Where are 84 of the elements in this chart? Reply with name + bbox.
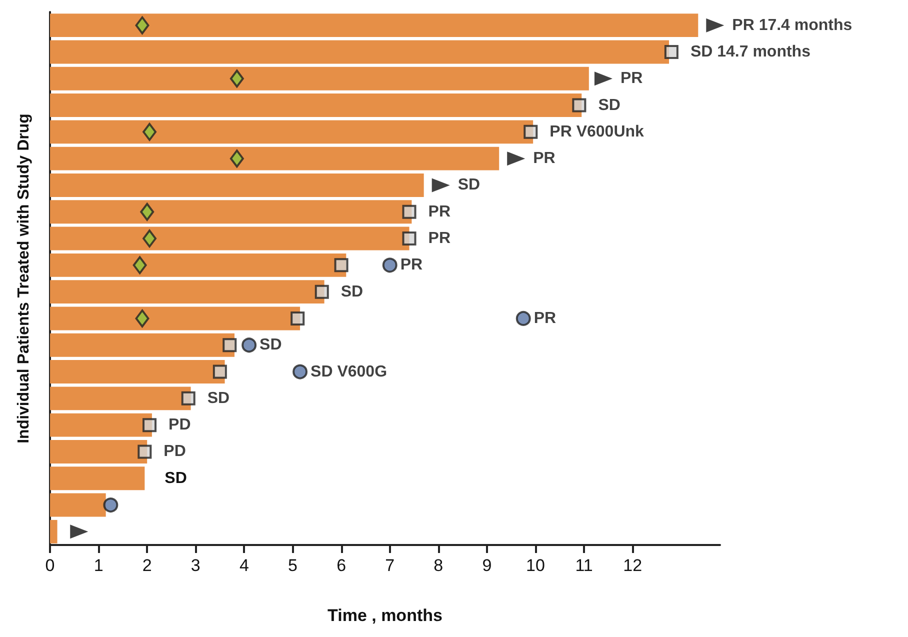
bar	[50, 146, 500, 170]
point	[140, 202, 154, 221]
point	[230, 70, 244, 88]
bar	[50, 66, 589, 90]
point	[135, 16, 150, 34]
point	[594, 72, 612, 86]
y-axis-title: Individual Patients Treated with Study Drug	[16, 114, 32, 444]
data-label: PR	[428, 230, 451, 248]
bar	[50, 360, 225, 384]
point	[432, 178, 450, 192]
x-tick-label: 9	[482, 556, 492, 575]
point	[142, 418, 157, 432]
x-tick-label: 3	[190, 556, 200, 575]
x-tick-label: 5	[288, 556, 298, 575]
data-label: SD	[340, 283, 364, 300]
bar	[50, 226, 410, 250]
bar	[50, 493, 106, 517]
data-label: PR	[534, 310, 557, 327]
data-label: PR 17.4 months	[732, 16, 852, 34]
point	[230, 150, 244, 168]
data-label: PR	[533, 150, 556, 168]
point	[142, 230, 157, 248]
data-label: SD	[458, 176, 480, 194]
point	[138, 444, 152, 459]
point	[222, 338, 237, 352]
data-label: PR	[428, 203, 451, 220]
point	[334, 258, 348, 272]
bar	[50, 174, 424, 197]
point	[402, 232, 416, 246]
x-axis-title: Time , months	[328, 606, 442, 625]
point	[212, 364, 227, 379]
x-tick-label: 11	[575, 556, 593, 575]
bar	[50, 386, 191, 410]
bar	[50, 466, 145, 490]
data-label: PR	[620, 70, 644, 88]
bar	[50, 280, 324, 304]
point	[142, 122, 157, 141]
data-label: PR V600Unk	[550, 123, 644, 140]
point	[292, 364, 308, 380]
point	[242, 338, 257, 353]
bar	[50, 14, 698, 38]
data-label: PD	[168, 416, 191, 434]
bar	[50, 253, 346, 277]
point	[290, 311, 305, 326]
point	[524, 124, 538, 139]
point	[70, 524, 88, 539]
x-tick-label: 1	[94, 556, 104, 575]
data-label: SD	[164, 470, 187, 487]
bar	[50, 520, 58, 544]
data-label: SD	[207, 390, 230, 407]
point	[132, 256, 147, 274]
point	[402, 204, 416, 219]
data-label: SD V600G	[310, 363, 388, 380]
x-tick-label: 7	[385, 556, 395, 575]
bar	[50, 440, 148, 464]
bar	[50, 333, 234, 357]
bar	[50, 40, 670, 64]
data-label: PD	[164, 443, 186, 460]
x-tick-label: 0	[45, 556, 55, 575]
bar	[50, 413, 152, 437]
data-label: SD	[598, 96, 620, 114]
point	[507, 152, 526, 166]
x-tick-label: 6	[336, 556, 346, 575]
bar	[50, 94, 582, 117]
x-tick-label: 12	[623, 556, 642, 575]
x-tick-label: 8	[434, 556, 444, 575]
point	[382, 258, 398, 273]
x-tick-label: 10	[526, 556, 545, 575]
point	[181, 391, 196, 406]
point	[572, 98, 586, 112]
data-label: SD 14.7 months	[690, 43, 811, 60]
bar	[50, 306, 300, 330]
data-label: PR	[400, 256, 424, 274]
bar	[50, 120, 534, 144]
point	[314, 284, 329, 299]
point	[135, 309, 150, 328]
bar	[50, 200, 412, 224]
point	[103, 498, 118, 513]
data-label: SD	[260, 336, 282, 354]
x-tick-label: 4	[239, 556, 249, 575]
point	[706, 18, 724, 32]
x-tick-label: 2	[142, 556, 152, 575]
point	[664, 44, 678, 59]
point	[516, 310, 531, 326]
